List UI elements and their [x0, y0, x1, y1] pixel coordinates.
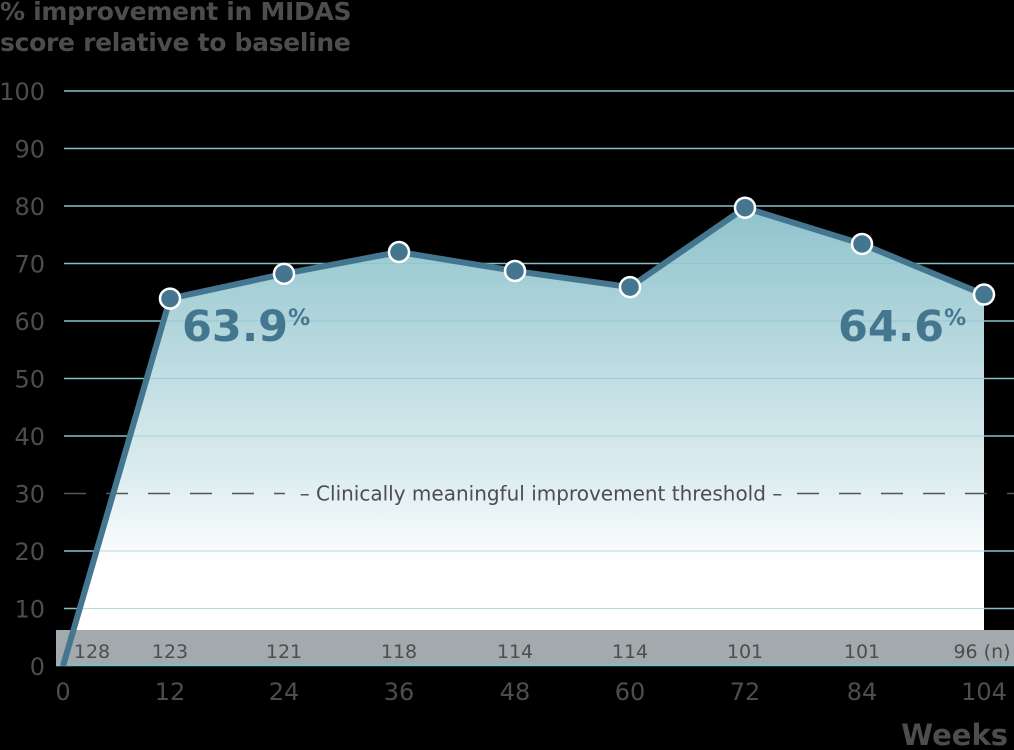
data-point-week-84	[850, 232, 874, 256]
y-tick-90: 90	[14, 136, 45, 164]
annotation-week-12: 63.9%	[182, 302, 310, 352]
x-tick-72: 72	[730, 678, 761, 706]
n-value: 123	[152, 641, 188, 663]
value-annotations: 63.9% 64.6%	[182, 302, 966, 352]
x-axis-title: Weeks	[901, 718, 1008, 750]
x-tick-60: 60	[615, 678, 646, 706]
data-point-week-24	[272, 262, 296, 286]
x-tick-12: 12	[155, 678, 186, 706]
n-value: 96 (n)	[953, 641, 1010, 663]
y-tick-60: 60	[14, 308, 45, 336]
n-value: 101	[727, 641, 763, 663]
threshold-label: – Clinically meaningful improvement thre…	[300, 482, 783, 506]
x-tick-24: 24	[269, 678, 300, 706]
y-tick-70: 70	[14, 251, 45, 279]
gridlines-overlay	[64, 90, 1014, 609]
annotation-week-104: 64.6%	[838, 302, 966, 352]
y-axis-title-line-1: % improvement in MIDAS	[0, 0, 352, 26]
x-tick-0: 0	[55, 678, 70, 706]
data-point-week-36	[387, 240, 411, 264]
x-axis-ticks: 0 12 24 36 48 60 72 84 104	[55, 678, 1007, 706]
x-axis-title-text: Weeks	[901, 718, 1008, 750]
n-value: 114	[612, 641, 648, 663]
data-point-week-48	[503, 259, 527, 283]
y-tick-10: 10	[14, 596, 45, 624]
threshold-line: – Clinically meaningful improvement thre…	[64, 482, 1014, 506]
y-tick-50: 50	[14, 366, 45, 394]
n-value: 114	[497, 641, 533, 663]
y-tick-0: 0	[30, 653, 45, 681]
data-markers	[158, 196, 996, 310]
data-point-week-72	[733, 196, 757, 219]
n-value: 128	[74, 641, 110, 663]
x-tick-84: 84	[847, 678, 878, 706]
x-tick-36: 36	[384, 678, 415, 706]
y-tick-80: 80	[14, 193, 45, 221]
y-tick-20: 20	[14, 538, 45, 566]
y-axis-ticks: 0 10 20 30 40 50 60 70 80 90 100	[0, 78, 45, 681]
n-value: 101	[844, 641, 880, 663]
data-point-week-104	[972, 283, 996, 306]
y-tick-30: 30	[14, 481, 45, 509]
n-band-rect	[56, 630, 1014, 664]
n-value: 121	[266, 641, 302, 663]
n-row-band: 128 123 121 118 114 114 101 101 96 (n)	[56, 630, 1014, 667]
y-tick-40: 40	[14, 423, 45, 451]
y-tick-100: 100	[0, 78, 45, 106]
x-tick-104: 104	[961, 678, 1007, 706]
n-value: 118	[381, 641, 417, 663]
x-tick-48: 48	[500, 678, 531, 706]
data-point-week-60	[618, 275, 642, 299]
y-axis-title: % improvement in MIDAS score relative to…	[0, 0, 352, 58]
y-axis-title-line-2: score relative to baseline	[0, 28, 351, 57]
data-point-week-12	[158, 287, 182, 310]
